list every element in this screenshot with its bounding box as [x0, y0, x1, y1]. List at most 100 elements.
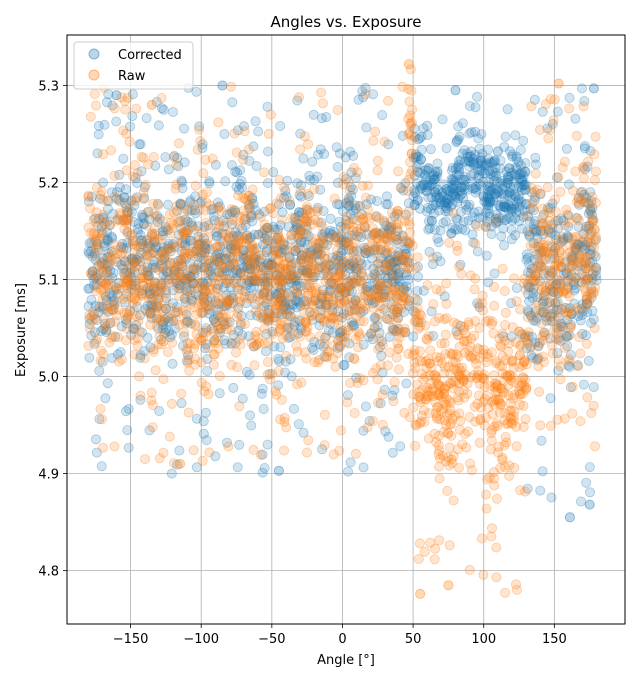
data-point [349, 407, 360, 418]
data-point [403, 84, 414, 95]
data-point [413, 271, 424, 282]
data-point [336, 231, 347, 242]
data-point [434, 445, 445, 456]
data-point [358, 425, 369, 436]
data-point [579, 197, 590, 208]
data-point [211, 227, 222, 238]
data-point [360, 244, 371, 255]
data-point [293, 206, 304, 217]
data-point [366, 294, 377, 305]
data-point [199, 297, 210, 308]
data-point [398, 255, 409, 266]
data-point [277, 207, 288, 218]
data-point [146, 395, 157, 406]
data-point [239, 214, 250, 225]
data-point [228, 382, 239, 393]
data-point [325, 213, 336, 224]
data-point [524, 296, 535, 307]
data-point [344, 338, 355, 349]
data-point [553, 78, 564, 89]
data-point [261, 298, 272, 309]
data-point [188, 278, 199, 289]
data-point [181, 355, 192, 366]
data-point [98, 303, 109, 314]
data-point [571, 130, 582, 141]
data-point [316, 113, 327, 124]
data-point [415, 588, 426, 599]
data-point [583, 355, 594, 366]
data-point [127, 253, 138, 264]
data-point [86, 294, 97, 305]
data-point [230, 240, 241, 251]
data-point [276, 283, 287, 294]
data-point [213, 310, 224, 321]
data-point [415, 180, 426, 191]
data-point [222, 299, 233, 310]
data-point [478, 348, 489, 359]
data-point [86, 268, 97, 279]
data-point [330, 361, 341, 372]
data-point [268, 208, 279, 219]
data-point [171, 302, 182, 313]
data-point [398, 306, 409, 317]
data-point [179, 157, 190, 168]
data-point [286, 259, 297, 270]
data-point [497, 351, 508, 362]
data-point [156, 103, 167, 114]
data-point [550, 206, 561, 217]
data-point [129, 257, 140, 268]
data-point [368, 229, 379, 240]
data-point [334, 283, 345, 294]
data-point [354, 373, 365, 384]
data-point [288, 403, 299, 414]
data-point [150, 212, 161, 223]
data-point [161, 303, 172, 314]
data-point [380, 264, 391, 275]
data-point [249, 253, 260, 264]
data-point [211, 231, 222, 242]
data-point [196, 247, 207, 258]
data-point [293, 242, 304, 253]
data-point [142, 243, 153, 254]
data-point [264, 368, 275, 379]
data-point [280, 299, 291, 310]
data-point [295, 128, 306, 139]
data-point [262, 356, 273, 367]
data-point [384, 314, 395, 325]
data-point [175, 215, 186, 226]
data-point [210, 296, 221, 307]
data-point [146, 313, 157, 324]
data-point [310, 293, 321, 304]
data-point [122, 237, 133, 248]
x-tick-label: 150 [542, 632, 567, 647]
data-point [147, 228, 158, 239]
data-point [392, 273, 403, 284]
data-point [530, 159, 541, 170]
data-point [132, 227, 143, 238]
data-point [214, 267, 225, 278]
data-point [470, 238, 481, 249]
data-point [158, 447, 169, 458]
data-point [209, 215, 220, 226]
data-point [126, 279, 137, 290]
data-point [301, 204, 312, 215]
data-point [175, 280, 186, 291]
data-point [344, 285, 355, 296]
data-point [228, 230, 239, 241]
data-point [312, 202, 323, 213]
data-point [238, 262, 249, 273]
data-point [169, 150, 180, 161]
data-point [340, 286, 351, 297]
data-point [240, 274, 251, 285]
data-point [165, 332, 176, 343]
data-point [496, 341, 507, 352]
data-point [136, 288, 147, 299]
data-point [175, 199, 186, 210]
data-point [304, 170, 315, 181]
data-point [183, 350, 194, 361]
data-point [277, 309, 288, 320]
data-point [356, 258, 367, 269]
data-point [351, 274, 362, 285]
data-point [407, 165, 418, 176]
data-point [391, 263, 402, 274]
